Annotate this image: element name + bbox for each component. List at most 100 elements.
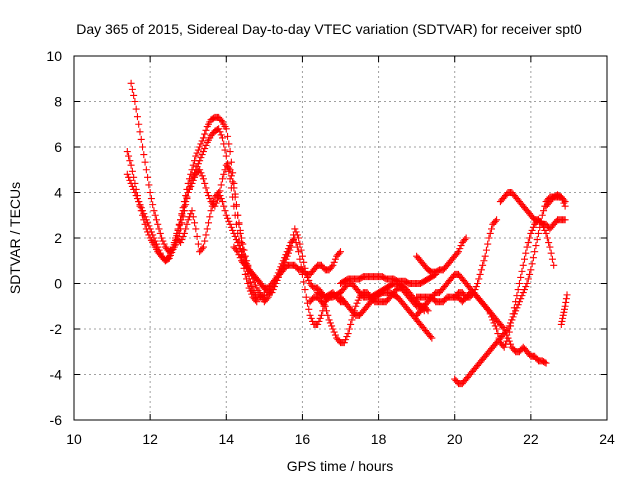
data-point bbox=[323, 307, 331, 315]
data-point bbox=[126, 176, 134, 184]
data-point bbox=[284, 249, 292, 257]
data-point bbox=[155, 225, 163, 233]
data-point bbox=[197, 140, 205, 148]
data-point bbox=[557, 320, 565, 328]
data-point bbox=[229, 178, 237, 186]
data-point bbox=[152, 216, 160, 224]
data-point bbox=[524, 239, 532, 247]
data-point bbox=[236, 254, 244, 262]
data-point bbox=[216, 128, 224, 136]
data-point bbox=[215, 125, 223, 133]
data-point bbox=[199, 175, 207, 183]
data-point bbox=[295, 234, 303, 242]
data-point bbox=[125, 173, 133, 181]
data-point bbox=[268, 289, 276, 297]
data-point bbox=[185, 175, 193, 183]
data-point bbox=[222, 152, 230, 160]
data-point bbox=[139, 143, 147, 151]
data-point bbox=[331, 331, 339, 339]
data-point bbox=[149, 201, 157, 209]
data-point bbox=[226, 148, 234, 156]
data-point bbox=[455, 248, 463, 256]
data-point bbox=[301, 286, 309, 294]
data-point bbox=[126, 157, 134, 165]
data-point bbox=[519, 261, 527, 269]
x-tick-label: 12 bbox=[142, 431, 158, 447]
data-point bbox=[529, 254, 537, 262]
data-point bbox=[218, 175, 226, 183]
data-point bbox=[177, 239, 185, 247]
data-point bbox=[507, 340, 515, 348]
x-tick-label: 16 bbox=[295, 431, 311, 447]
data-point bbox=[199, 134, 207, 142]
data-point bbox=[202, 126, 210, 134]
data-point bbox=[198, 137, 206, 145]
series-track-16 bbox=[542, 191, 569, 210]
data-point bbox=[504, 334, 512, 342]
data-point bbox=[144, 219, 152, 227]
data-point bbox=[217, 131, 225, 139]
axis-ticks bbox=[73, 55, 608, 421]
data-point bbox=[518, 292, 526, 300]
data-point bbox=[286, 246, 294, 254]
data-point bbox=[248, 283, 256, 291]
data-point bbox=[147, 228, 155, 236]
data-point bbox=[193, 232, 201, 240]
data-point bbox=[288, 237, 296, 245]
data-point bbox=[222, 125, 230, 133]
data-point bbox=[127, 161, 135, 169]
data-point bbox=[136, 201, 144, 209]
data-point bbox=[482, 246, 490, 254]
data-point bbox=[202, 141, 210, 149]
data-point bbox=[201, 130, 209, 138]
series-track-9 bbox=[337, 270, 440, 287]
data-point bbox=[320, 301, 328, 309]
data-point bbox=[547, 249, 555, 257]
data-point bbox=[521, 286, 529, 294]
data-point bbox=[128, 182, 136, 190]
data-point bbox=[522, 249, 530, 257]
series-track-10 bbox=[413, 234, 470, 276]
y-tick-label: 2 bbox=[54, 230, 62, 246]
series-track-8 bbox=[337, 289, 436, 342]
data-point bbox=[145, 181, 153, 189]
data-point bbox=[149, 231, 157, 239]
data-point bbox=[479, 261, 487, 269]
data-point bbox=[263, 295, 271, 303]
data-point bbox=[169, 243, 177, 251]
data-point bbox=[307, 314, 315, 322]
data-point bbox=[128, 85, 136, 93]
data-point bbox=[513, 304, 521, 312]
data-point bbox=[179, 232, 187, 240]
data-point bbox=[560, 196, 568, 204]
series-track-15 bbox=[496, 189, 569, 233]
data-point bbox=[427, 333, 435, 341]
data-point bbox=[210, 198, 218, 206]
data-point bbox=[156, 229, 164, 237]
x-tick-label: 10 bbox=[66, 431, 82, 447]
data-point bbox=[226, 166, 234, 174]
data-point bbox=[177, 216, 185, 224]
x-axis-label: GPS time / hours bbox=[287, 458, 394, 474]
data-point bbox=[251, 281, 259, 289]
data-point bbox=[154, 220, 162, 228]
data-point bbox=[145, 222, 153, 230]
data-point bbox=[234, 239, 242, 247]
data-point bbox=[232, 246, 240, 254]
data-point bbox=[137, 135, 145, 143]
data-point bbox=[127, 179, 135, 187]
data-point bbox=[198, 172, 206, 180]
data-point bbox=[123, 148, 131, 156]
data-point bbox=[287, 243, 295, 251]
data-point bbox=[218, 134, 226, 142]
x-tick-label: 24 bbox=[599, 431, 615, 447]
data-point bbox=[348, 316, 356, 324]
series-track-1 bbox=[127, 79, 261, 306]
data-point bbox=[231, 232, 239, 240]
data-point bbox=[150, 234, 158, 242]
data-point bbox=[527, 266, 535, 274]
data-point bbox=[227, 172, 235, 180]
data-point bbox=[221, 207, 229, 215]
data-point bbox=[292, 228, 300, 236]
data-point bbox=[292, 239, 300, 247]
